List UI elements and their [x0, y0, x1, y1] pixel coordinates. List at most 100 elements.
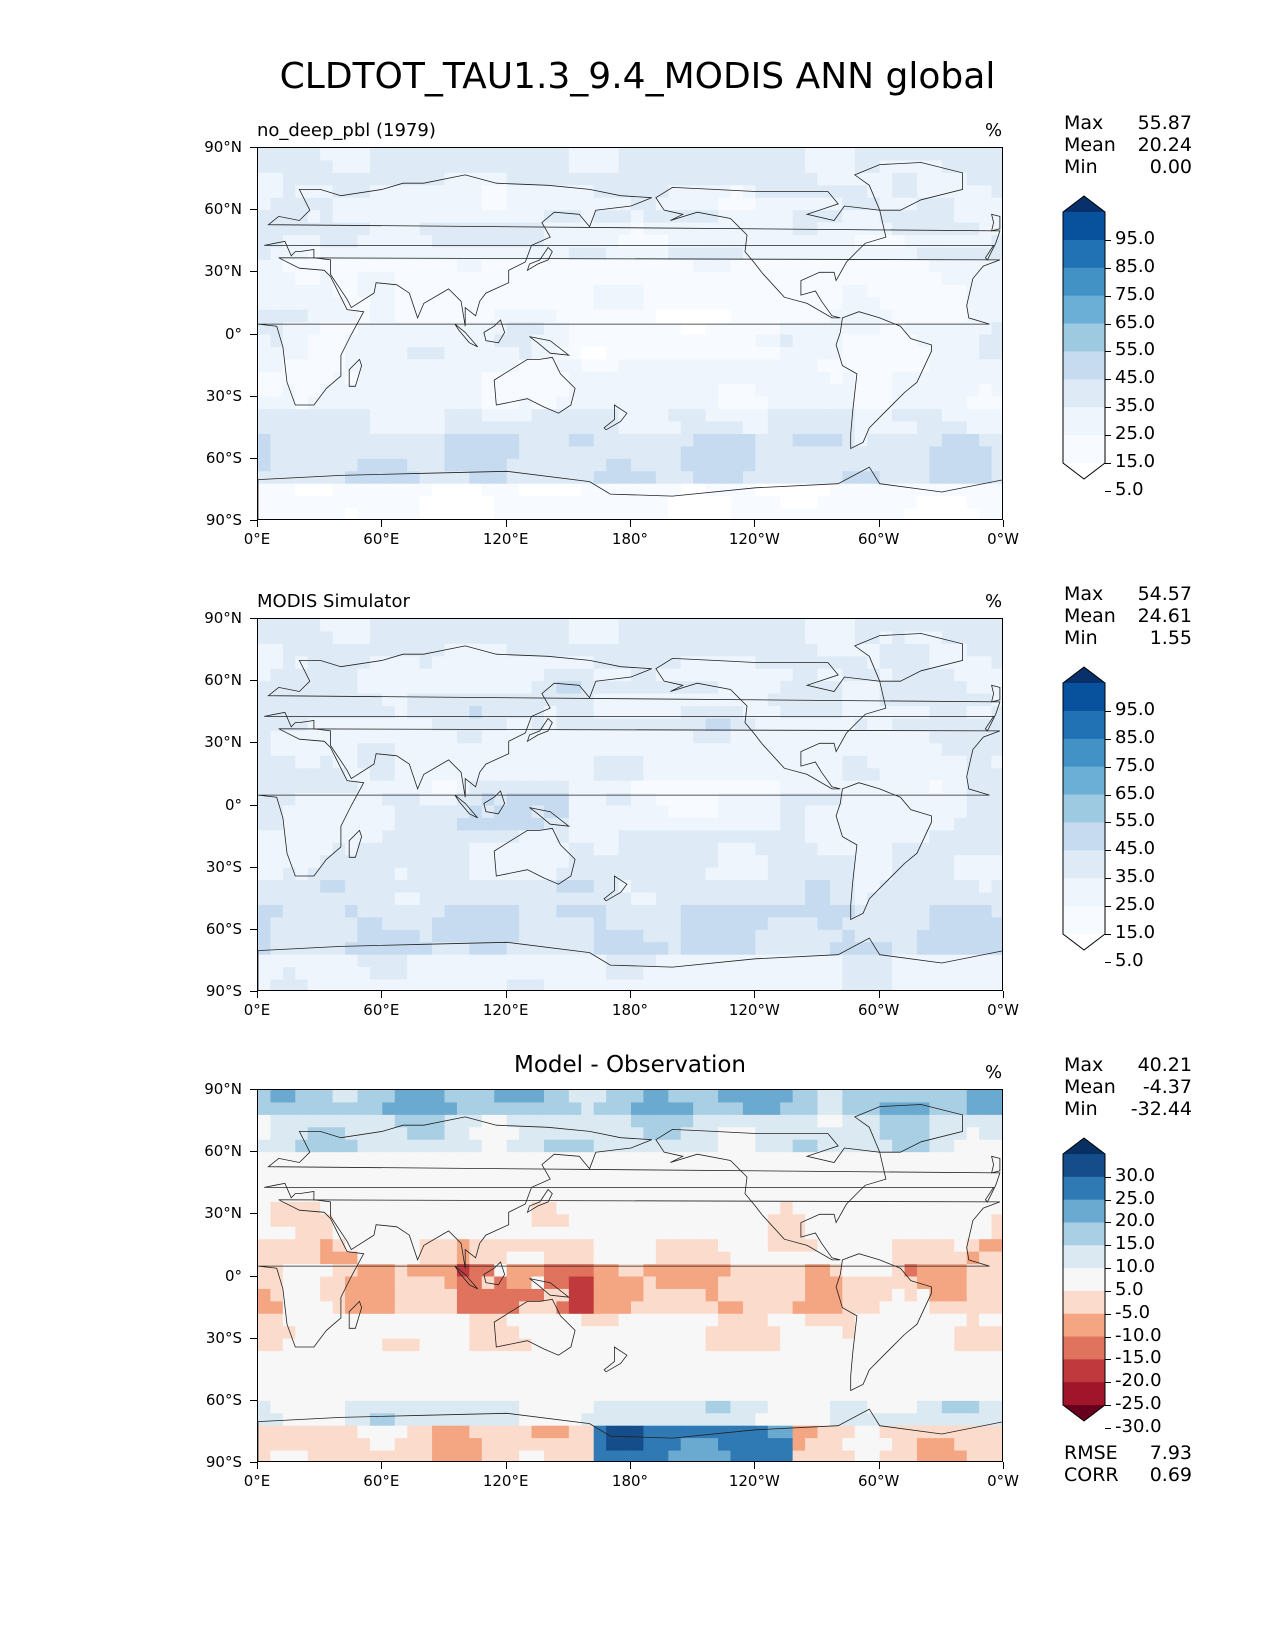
field-cell — [320, 483, 334, 497]
field-cell — [829, 259, 843, 273]
field-cell — [705, 1127, 719, 1141]
field-cell — [444, 917, 458, 931]
field-cell — [879, 322, 893, 336]
field-cell — [792, 247, 806, 261]
field-cell — [618, 780, 632, 794]
field-cell — [954, 830, 968, 844]
field-cell — [332, 1127, 346, 1141]
field-cell — [456, 433, 470, 447]
field-cell — [668, 1351, 682, 1365]
field-cell — [394, 458, 408, 472]
field-cell — [966, 1102, 980, 1116]
field-cell — [407, 1301, 421, 1315]
field-cell — [568, 668, 582, 682]
field-cell — [643, 867, 657, 881]
field-cell — [854, 967, 868, 981]
field-cell — [979, 867, 993, 881]
field-cell — [929, 433, 943, 447]
field-cell — [581, 458, 595, 472]
field-cell — [631, 1351, 645, 1365]
field-cell — [867, 1114, 881, 1128]
field-cell — [369, 247, 383, 261]
field-cell — [581, 508, 595, 519]
field-cell — [693, 793, 707, 807]
field-cell — [829, 496, 843, 510]
field-cell — [618, 1164, 632, 1178]
field-cell — [829, 643, 843, 657]
field-cell — [979, 1152, 993, 1166]
field-cell — [394, 631, 408, 645]
field-cell — [481, 1363, 495, 1377]
field-cell — [419, 259, 433, 273]
field-cell — [369, 668, 383, 682]
field-cell — [432, 643, 446, 657]
field-cell — [258, 346, 272, 360]
field-cell — [270, 160, 284, 174]
field-cell — [606, 496, 620, 510]
field-cell — [270, 259, 284, 273]
field-cell — [842, 743, 856, 757]
field-cell — [432, 1338, 446, 1352]
field-cell — [320, 371, 334, 385]
field-cell — [892, 172, 906, 186]
field-cell — [320, 471, 334, 485]
field-cell — [444, 471, 458, 485]
field-cell — [444, 1351, 458, 1365]
field-cell — [892, 917, 906, 931]
field-cell — [780, 979, 794, 990]
field-cell — [755, 259, 769, 273]
field-cell — [543, 433, 557, 447]
field-cell — [444, 1264, 458, 1278]
field-cell — [556, 1326, 570, 1340]
field-cell — [581, 1152, 595, 1166]
field-cell — [506, 1264, 520, 1278]
field-cell — [307, 1164, 321, 1178]
field-cell — [531, 917, 545, 931]
field-cell — [643, 222, 657, 236]
field-cell — [568, 1164, 582, 1178]
field-cell — [655, 483, 669, 497]
field-cell — [916, 309, 930, 323]
field-cell — [581, 1114, 595, 1128]
field-cell — [916, 1214, 930, 1228]
field-cell — [730, 1264, 744, 1278]
field-cell — [307, 681, 321, 695]
field-cell — [332, 309, 346, 323]
field-cell — [867, 892, 881, 906]
field-cell — [432, 1264, 446, 1278]
field-cell — [631, 1102, 645, 1116]
field-cell — [718, 743, 732, 757]
field-cell — [295, 259, 309, 273]
field-cell — [394, 148, 408, 162]
field-cell — [668, 1326, 682, 1340]
field-cell — [382, 1288, 396, 1302]
field-cell — [320, 235, 334, 249]
field-cell — [954, 371, 968, 385]
field-cell — [879, 1276, 893, 1290]
field-cell — [643, 718, 657, 732]
field-cell — [456, 817, 470, 831]
field-cell — [916, 979, 930, 990]
field-cell — [929, 1102, 943, 1116]
field-cell — [867, 1338, 881, 1352]
field-cell — [568, 433, 582, 447]
field-cell — [680, 396, 694, 410]
field-cell — [581, 880, 595, 894]
field-cell — [730, 1326, 744, 1340]
field-cell — [407, 1201, 421, 1215]
field-cell — [394, 1214, 408, 1228]
field-cell — [307, 1127, 321, 1141]
field-cell — [481, 730, 495, 744]
field-cell — [394, 185, 408, 199]
field-cell — [543, 730, 557, 744]
field-cell — [730, 917, 744, 931]
field-cell — [668, 867, 682, 881]
field-cell — [805, 880, 819, 894]
field-cell — [979, 496, 993, 510]
field-cell — [494, 483, 508, 497]
field-cell — [954, 967, 968, 981]
field-cell — [519, 396, 533, 410]
field-cell — [444, 483, 458, 497]
field-cell — [407, 780, 421, 794]
field-cell — [519, 471, 533, 485]
